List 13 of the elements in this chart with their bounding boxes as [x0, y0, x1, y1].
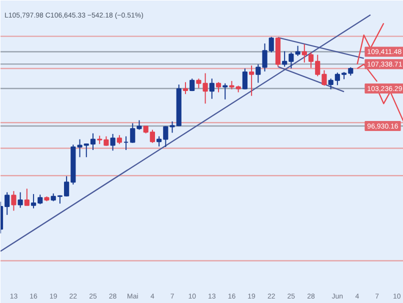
candlestick	[222, 82, 228, 100]
candlestick	[209, 78, 214, 100]
candlestick	[249, 64, 254, 96]
candlestick	[196, 78, 202, 89]
candlestick	[190, 78, 195, 92]
candlestick	[242, 68, 248, 90]
candlestick	[202, 72, 208, 104]
candlestick	[24, 188, 30, 206]
candlestick	[11, 190, 16, 212]
candlestick	[182, 82, 188, 95]
candlestick	[216, 82, 222, 93]
candlestick	[18, 192, 23, 208]
candlestick	[110, 133, 116, 152]
